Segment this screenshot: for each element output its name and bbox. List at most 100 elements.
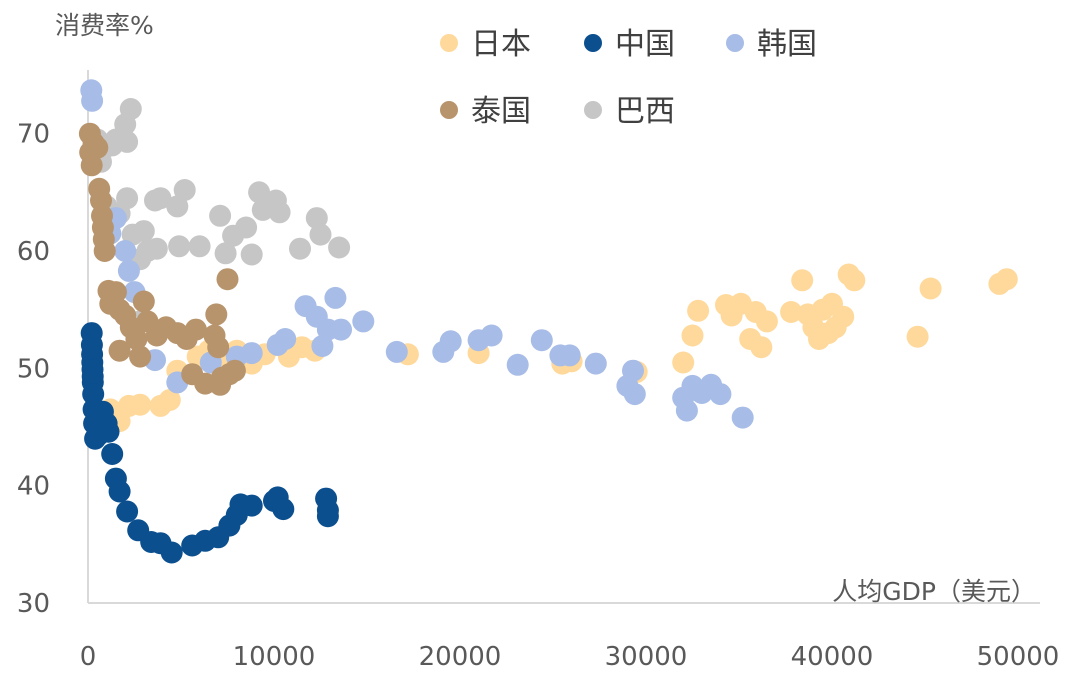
- series-中国: [80, 322, 339, 564]
- data-point: [132, 220, 155, 243]
- data-point: [385, 340, 408, 363]
- data-point: [80, 154, 103, 177]
- data-point: [289, 237, 311, 260]
- legend-label: 中国: [615, 27, 675, 62]
- data-point: [97, 420, 120, 443]
- data-point: [240, 243, 263, 266]
- data-point: [184, 318, 207, 341]
- data-point: [207, 336, 230, 359]
- data-point: [919, 277, 942, 300]
- data-point: [81, 89, 104, 112]
- data-point: [160, 541, 183, 564]
- data-point: [168, 235, 191, 258]
- data-point: [132, 290, 155, 313]
- data-point: [223, 359, 246, 382]
- legend-label: 韩国: [757, 27, 817, 62]
- data-point: [235, 216, 258, 239]
- x-tick-label: 30000: [605, 642, 688, 672]
- data-point: [274, 328, 297, 350]
- data-point: [584, 352, 607, 375]
- data-point: [681, 324, 704, 347]
- data-point: [205, 303, 228, 326]
- data-point: [86, 136, 109, 159]
- legend-marker: [440, 101, 458, 119]
- data-point: [119, 98, 142, 120]
- data-point: [506, 353, 529, 376]
- legend-item: 巴西: [584, 94, 675, 129]
- data-point: [101, 443, 124, 465]
- data-point: [906, 325, 929, 348]
- x-tick-label: 40000: [791, 642, 874, 672]
- legend-item: 中国: [584, 27, 675, 62]
- data-point: [93, 240, 116, 262]
- legend-marker: [440, 34, 458, 52]
- x-tick-label: 10000: [233, 642, 316, 672]
- data-point: [216, 268, 239, 291]
- legend-item: 泰国: [440, 94, 531, 129]
- x-tick-label: 20000: [419, 642, 502, 672]
- data-point: [116, 187, 139, 210]
- data-point: [240, 342, 263, 365]
- data-point: [145, 237, 168, 260]
- data-point: [82, 383, 105, 406]
- data-point: [622, 359, 644, 382]
- x-tick-label: 50000: [977, 642, 1060, 672]
- data-point: [328, 236, 351, 259]
- data-point: [709, 383, 732, 406]
- data-point: [116, 130, 139, 153]
- data-point: [755, 310, 778, 333]
- data-point: [843, 269, 866, 292]
- data-point: [791, 269, 814, 292]
- data-point: [558, 344, 581, 367]
- data-point: [316, 505, 339, 528]
- data-point: [687, 299, 710, 322]
- data-point: [623, 383, 646, 406]
- data-point: [305, 207, 328, 230]
- data-point: [114, 240, 137, 262]
- legend-marker: [726, 34, 744, 52]
- legend-label: 日本: [471, 27, 531, 62]
- data-point: [995, 268, 1018, 291]
- data-point: [672, 351, 695, 374]
- series-泰国: [78, 122, 246, 396]
- series-韩国: [80, 79, 754, 429]
- data-point: [750, 336, 773, 359]
- data-point: [324, 286, 347, 309]
- data-point: [104, 281, 127, 304]
- data-point: [309, 223, 332, 246]
- data-point: [129, 345, 152, 368]
- data-point: [480, 324, 503, 347]
- data-point: [352, 310, 375, 333]
- data-point: [272, 498, 295, 521]
- y-tick-label: 50: [17, 354, 50, 384]
- data-point: [209, 204, 232, 227]
- axis-labels: 30 40 50 60 70 0 10000 20000 30000 40000 50000 消费率%…: [17, 11, 1059, 672]
- legend-marker: [584, 34, 602, 52]
- data-point: [129, 393, 152, 416]
- y-tick-label: 30: [17, 589, 50, 619]
- data-point: [108, 339, 131, 362]
- data-point: [158, 389, 181, 411]
- legend-label: 巴西: [615, 94, 675, 129]
- y-tick-label: 70: [17, 120, 50, 150]
- data-point: [108, 480, 131, 503]
- data-point: [330, 318, 352, 341]
- data-point: [117, 259, 140, 282]
- data-point: [188, 235, 211, 258]
- data-point: [731, 406, 754, 429]
- data-point: [125, 328, 148, 350]
- legend-marker: [584, 101, 602, 119]
- y-axis-title: 消费率%: [55, 11, 154, 40]
- x-axis-title: 人均GDP（美元）: [832, 577, 1036, 606]
- data-point: [173, 179, 196, 201]
- x-tick-label: 0: [80, 642, 97, 672]
- data-point: [149, 187, 172, 210]
- data-point: [780, 301, 803, 323]
- data-point: [268, 201, 291, 224]
- data-point: [675, 399, 698, 422]
- legend-item: 日本: [440, 27, 531, 62]
- data-point: [832, 305, 855, 328]
